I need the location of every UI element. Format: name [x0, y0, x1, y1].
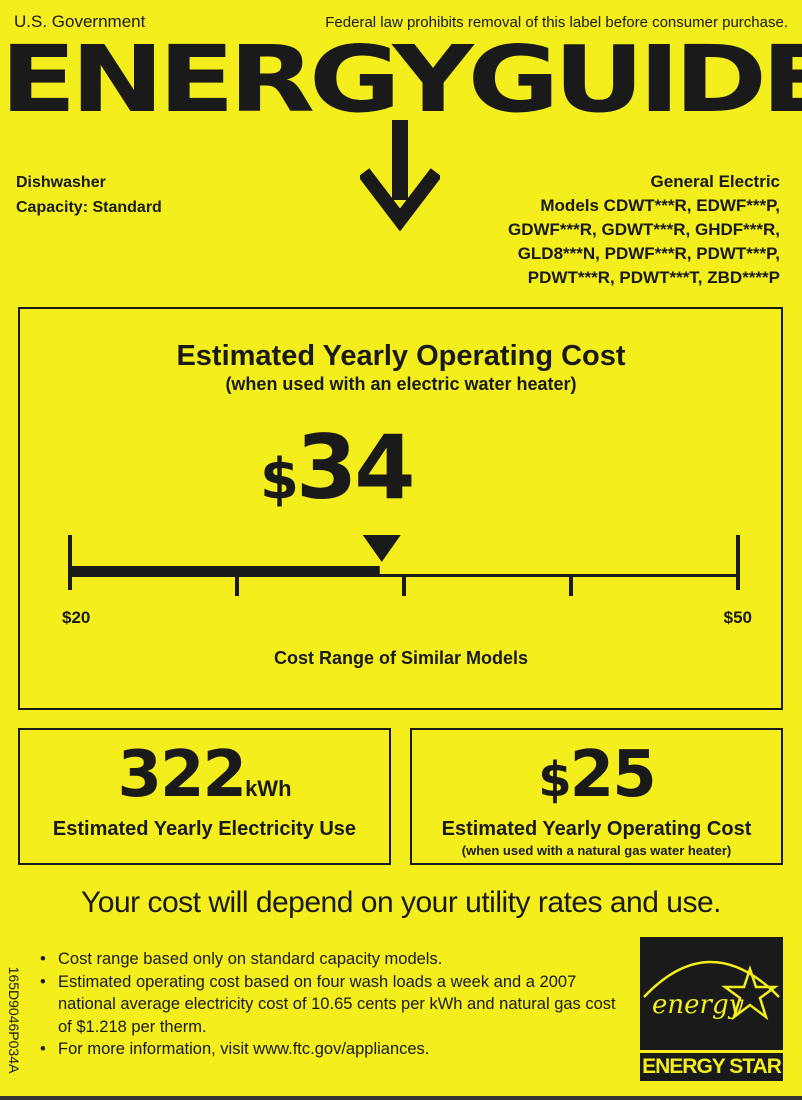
manufacturer-name: General Electric: [650, 172, 780, 191]
scale-tick: [402, 574, 406, 596]
footnote: For more information, visit www.ftc.gov/…: [38, 1038, 618, 1061]
government-label: U.S. Government: [14, 12, 146, 31]
gas-cost-amount: 25: [569, 738, 657, 812]
cost-depends-notice: Your cost will depend on your utility ra…: [81, 886, 721, 919]
model-line: PDWT***R, PDWT***T, ZBD****P: [527, 268, 780, 287]
cost-range-scale: [68, 535, 740, 596]
energy-star-icon: energy: [643, 960, 780, 1021]
scale-tick: [569, 574, 573, 596]
footnote: Estimated operating cost based on four w…: [38, 971, 618, 1039]
energy-star-logo: energy ENERGY STAR: [640, 937, 783, 1081]
model-line: Models CDWT***R, EDWF***P,: [540, 196, 780, 215]
scale-fill: [68, 566, 380, 577]
operating-cost-value: $34: [260, 416, 415, 519]
scale-max-label: $50: [723, 608, 752, 627]
down-arrow-icon: [360, 120, 440, 232]
electricity-label: Estimated Yearly Electricity Use: [52, 818, 357, 840]
gas-cost-label: Estimated Yearly Operating Cost: [441, 818, 752, 840]
energy-script: energy: [652, 990, 744, 1020]
model-line: GDWF***R, GDWT***R, GHDF***R,: [507, 220, 780, 239]
cost-pointer-icon: [362, 535, 401, 562]
scale-right-end: [736, 535, 740, 590]
currency-symbol: $: [538, 752, 571, 808]
footnote: Cost range based only on standard capaci…: [38, 948, 618, 971]
scale-min-label: $20: [62, 608, 91, 627]
kwh-unit: kWh: [245, 776, 292, 801]
energyguide-title: ENERGYGUIDE: [0, 26, 802, 134]
gas-cost-value: $25: [412, 738, 781, 812]
operating-cost-box: [18, 307, 783, 710]
law-notice: Federal law prohibits removal of this la…: [325, 14, 788, 31]
currency-symbol: $: [260, 447, 299, 512]
gas-cost-sublabel: (when used with a natural gas water heat…: [461, 843, 732, 858]
footnotes: Cost range based only on standard capaci…: [38, 948, 618, 1061]
operating-cost-heading: Estimated Yearly Operating Cost: [176, 340, 626, 372]
bottom-border: [0, 1096, 802, 1100]
energy-star-label: ENERGY STAR: [640, 1053, 783, 1081]
cost-amount: 34: [295, 416, 415, 519]
cost-range-label: Cost Range of Similar Models: [273, 648, 529, 668]
electricity-use-box: 322kWh Estimated Yearly Electricity Use: [18, 728, 391, 865]
operating-cost-subheading: (when used with an electric water heater…: [225, 374, 577, 394]
electricity-value: 322kWh: [20, 738, 389, 812]
manufacturer-info: General Electric Models CDWT***R, EDWF**…: [508, 170, 780, 290]
gas-cost-box: $25 Estimated Yearly Operating Cost (whe…: [410, 728, 783, 865]
model-line: GLD8***N, PDWF***R, PDWT***P,: [517, 244, 780, 263]
scale-left-end: [68, 535, 72, 590]
appliance-capacity: Capacity: Standard: [16, 199, 162, 216]
appliance-type: Dishwasher: [16, 174, 106, 191]
scale-tick: [235, 574, 239, 596]
kwh-amount: 322: [117, 738, 247, 812]
appliance-info: Dishwasher Capacity: Standard: [16, 170, 162, 220]
label-code: 165D9046P034A: [6, 966, 22, 1074]
